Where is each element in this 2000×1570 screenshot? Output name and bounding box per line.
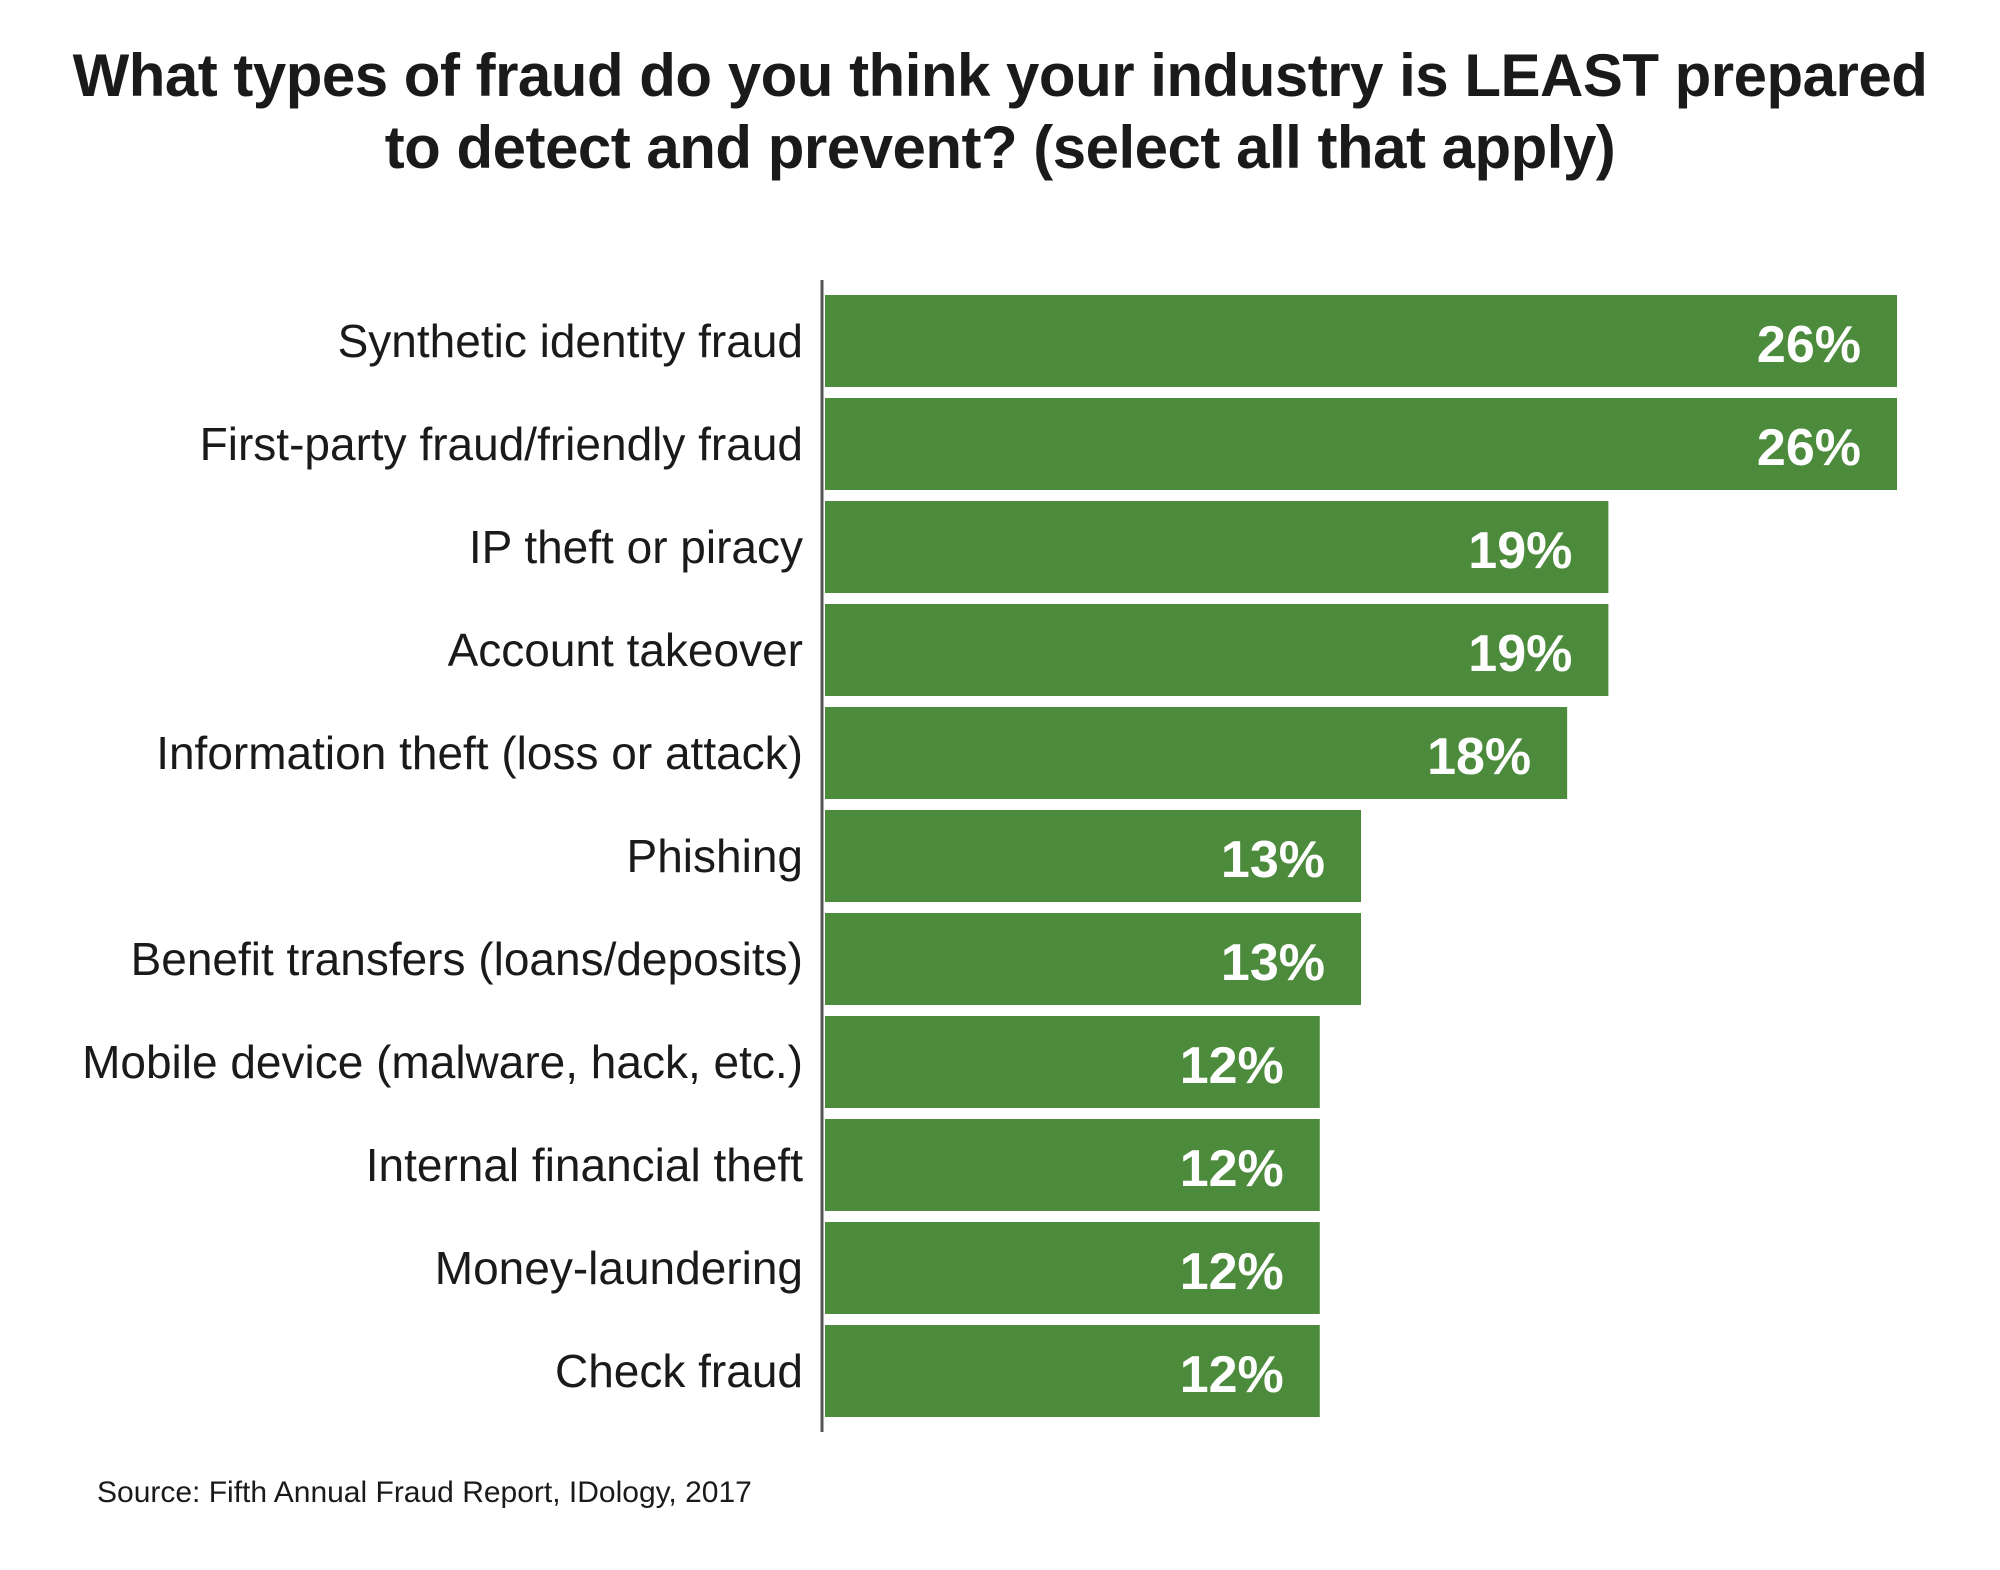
chart-title: What types of fraud do you think your in… bbox=[0, 40, 2000, 184]
value-label: 18% bbox=[1427, 728, 1531, 786]
value-label: 12% bbox=[1180, 1037, 1284, 1095]
bar bbox=[825, 501, 1609, 593]
value-label: 26% bbox=[1757, 419, 1861, 477]
category-label: Check fraud bbox=[555, 1345, 803, 1397]
category-label: Account takeover bbox=[448, 624, 803, 676]
category-label: Mobile device (malware, hack, etc.) bbox=[82, 1036, 803, 1088]
value-label: 12% bbox=[1180, 1140, 1284, 1198]
chart-title-line-1: What types of fraud do you think your in… bbox=[72, 42, 1928, 109]
value-label: 19% bbox=[1468, 522, 1572, 580]
value-label: 12% bbox=[1180, 1243, 1284, 1301]
bar bbox=[825, 810, 1361, 902]
category-label: Synthetic identity fraud bbox=[338, 315, 803, 367]
bar bbox=[825, 707, 1568, 799]
value-label: 12% bbox=[1180, 1346, 1284, 1404]
bar bbox=[825, 604, 1609, 696]
category-labels: Synthetic identity fraud First-party frau… bbox=[82, 315, 803, 1397]
category-label: Information theft (loss or attack) bbox=[156, 727, 803, 779]
category-label: IP theft or piracy bbox=[469, 521, 803, 573]
value-labels: 26% 26% 19% 19% 18% 13% 13% 12% 12% 12% 12% bbox=[1180, 316, 1861, 1404]
value-label: 13% bbox=[1221, 831, 1325, 889]
source-note: Source: Fifth Annual Fraud Report, IDolo… bbox=[97, 1476, 752, 1509]
bar bbox=[825, 1325, 1320, 1417]
bar bbox=[825, 1119, 1320, 1211]
category-label: Internal financial theft bbox=[366, 1139, 803, 1191]
category-label: Phishing bbox=[627, 830, 803, 882]
chart-title-line-2: to detect and prevent? (select all that … bbox=[384, 114, 1616, 181]
value-label: 13% bbox=[1221, 934, 1325, 992]
value-label: 19% bbox=[1468, 625, 1572, 683]
bars-layer bbox=[825, 295, 1897, 1417]
category-label: First-party fraud/friendly fraud bbox=[200, 418, 803, 470]
value-label: 26% bbox=[1757, 316, 1861, 374]
bar bbox=[825, 1222, 1320, 1314]
bar bbox=[825, 398, 1897, 490]
bar bbox=[825, 913, 1361, 1005]
category-label: Money-laundering bbox=[435, 1242, 803, 1294]
category-label: Benefit transfers (loans/deposits) bbox=[131, 933, 803, 985]
bar bbox=[825, 1016, 1320, 1108]
bar bbox=[825, 295, 1897, 387]
